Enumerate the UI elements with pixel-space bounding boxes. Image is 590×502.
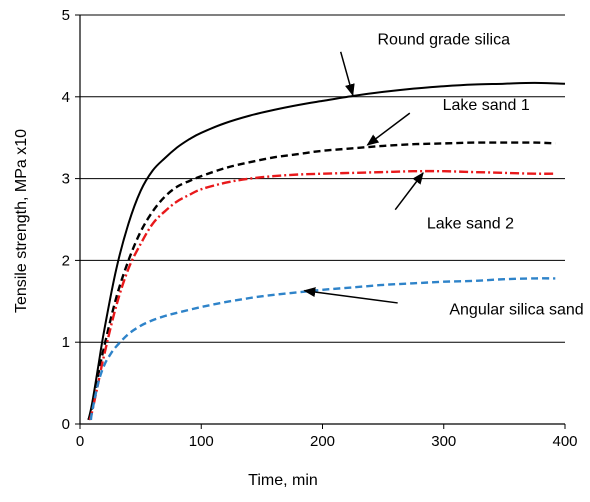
gridlines: [80, 14, 565, 343]
series-line-lake-sand-1: [87, 141, 556, 421]
series-line-lake-sand-2: [88, 169, 556, 421]
x-tick-label: 400: [552, 433, 577, 450]
annotation-arrow-angular-silica-sand: [303, 287, 398, 304]
x-tick-label: 200: [310, 433, 335, 450]
y-tick-label: 2: [62, 252, 70, 269]
series-annotations: Round grade silica Lake sand 1 Lake sand 2…: [303, 32, 584, 318]
y-axis-label: Tensile strength, MPa x10: [13, 129, 30, 313]
annotation-arrow-lake-sand-1: [366, 112, 411, 146]
series-line-angular-silica-sand: [89, 277, 556, 421]
x-tick-label: 100: [189, 433, 214, 450]
annotation-label-angular-silica-sand: Angular silica sand: [449, 301, 583, 318]
annotation-label-lake-sand-1: Lake sand 1: [443, 97, 530, 114]
x-tick-label: 300: [431, 433, 456, 450]
annotation-label-lake-sand-2: Lake sand 2: [427, 216, 514, 233]
annotation-arrow-lake-sand-2: [394, 172, 424, 211]
tick-labels: 0 1 2 3 4 5 0 100 200 300 400: [62, 7, 578, 450]
annotation-label-round-grade-silica: Round grade silica: [377, 32, 510, 49]
series-line-round-grade-silica: [87, 81, 566, 421]
y-tick-label: 3: [62, 171, 70, 188]
y-tick-label: 4: [62, 89, 70, 106]
y-tick-label: 5: [62, 7, 70, 24]
y-tick-label: 1: [62, 334, 70, 351]
annotation-arrow-round-grade-silica: [339, 51, 355, 97]
x-axis-label: Time, min: [248, 472, 318, 489]
x-tick-label: 0: [76, 433, 84, 450]
y-tick-label: 0: [62, 416, 70, 433]
data-series: [87, 81, 566, 421]
axes: [75, 14, 566, 429]
